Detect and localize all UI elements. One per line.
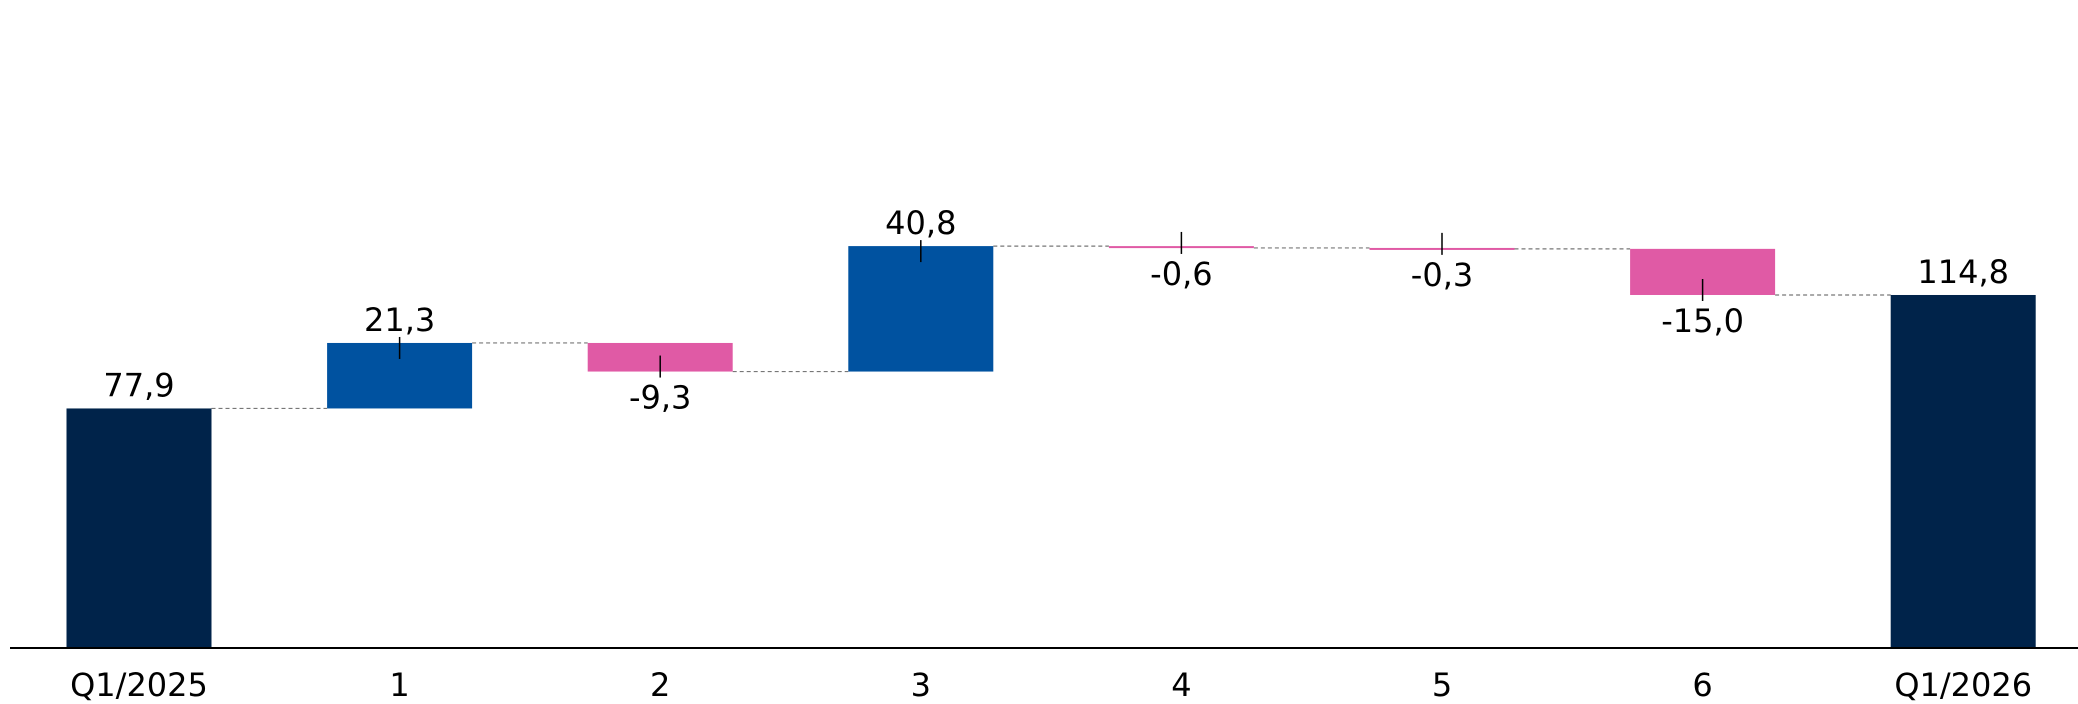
- x-tick-label: Q1/2025: [70, 666, 208, 704]
- bar-increase: [848, 246, 994, 372]
- value-label: -9,3: [629, 379, 691, 417]
- value-label: 40,8: [885, 204, 956, 242]
- x-tick-label: 6: [1692, 666, 1712, 704]
- x-tick-label: Q1/2026: [1894, 666, 2032, 704]
- value-label: 21,3: [364, 301, 435, 339]
- x-tick-label: 5: [1432, 666, 1452, 704]
- value-label: -15,0: [1661, 302, 1744, 340]
- value-labels: 77,9 21,3 -9,3 40,8 -0,6 -0,3 -15,0 114,8: [103, 204, 2009, 416]
- x-tick-label: 4: [1171, 666, 1191, 704]
- value-label: -0,6: [1150, 255, 1212, 293]
- connector-lines: [211, 245, 1891, 410]
- value-label: -0,3: [1411, 256, 1473, 294]
- bar-total: [66, 408, 212, 648]
- value-label: 77,9: [103, 366, 174, 404]
- x-tick-label: 1: [389, 666, 409, 704]
- x-tick-labels: Q1/2025 1 2 3 4 5 6 Q1/2026: [70, 666, 2032, 704]
- value-label: 114,8: [1917, 253, 2009, 291]
- bar-total: [1890, 294, 2036, 648]
- x-tick-label: 2: [650, 666, 670, 704]
- bars: [66, 246, 2036, 648]
- x-tick-label: 3: [911, 666, 931, 704]
- bar-tick-marks: [398, 231, 1704, 378]
